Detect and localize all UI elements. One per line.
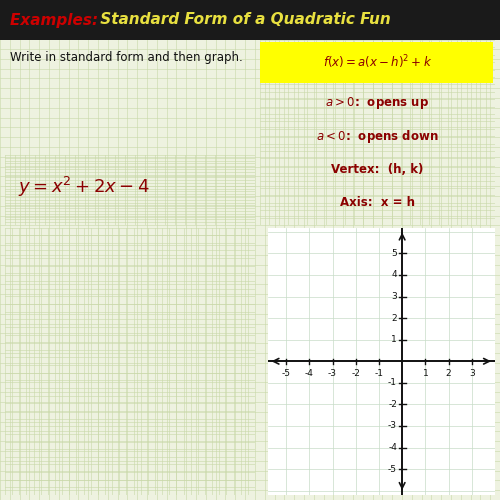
Text: 1: 1: [422, 370, 428, 378]
Text: Vertex:  (h, k): Vertex: (h, k): [332, 163, 424, 176]
Text: -3: -3: [328, 370, 337, 378]
Text: Axis:  x = h: Axis: x = h: [340, 196, 415, 209]
FancyBboxPatch shape: [260, 42, 492, 82]
Text: 2: 2: [446, 370, 452, 378]
Text: 3: 3: [469, 370, 474, 378]
Text: $a < 0$:  opens down: $a < 0$: opens down: [316, 128, 439, 144]
Text: -4: -4: [388, 443, 397, 452]
Text: -3: -3: [388, 422, 397, 430]
Text: -1: -1: [374, 370, 384, 378]
Text: -2: -2: [352, 370, 360, 378]
Text: Write in standard form and then graph.: Write in standard form and then graph.: [10, 51, 243, 64]
Text: Examples:: Examples:: [10, 12, 104, 28]
Text: 4: 4: [392, 270, 397, 280]
Text: $y = x^2 + 2x - 4$: $y = x^2 + 2x - 4$: [18, 174, 150, 199]
Text: -1: -1: [388, 378, 397, 388]
Text: 5: 5: [392, 249, 397, 258]
Bar: [0, 0, 500, 40]
Text: 1: 1: [392, 335, 397, 344]
Text: -2: -2: [388, 400, 397, 409]
Text: -4: -4: [305, 370, 314, 378]
Text: $f(x) = a(x-h)^2 + k$: $f(x) = a(x-h)^2 + k$: [323, 54, 432, 71]
Text: 2: 2: [392, 314, 397, 322]
Text: Standard Form of a Quadratic Fun: Standard Form of a Quadratic Fun: [95, 12, 391, 28]
Text: $a > 0$:  opens up: $a > 0$: opens up: [326, 95, 430, 111]
Text: 3: 3: [392, 292, 397, 301]
Text: -5: -5: [282, 370, 290, 378]
Text: -5: -5: [388, 464, 397, 473]
